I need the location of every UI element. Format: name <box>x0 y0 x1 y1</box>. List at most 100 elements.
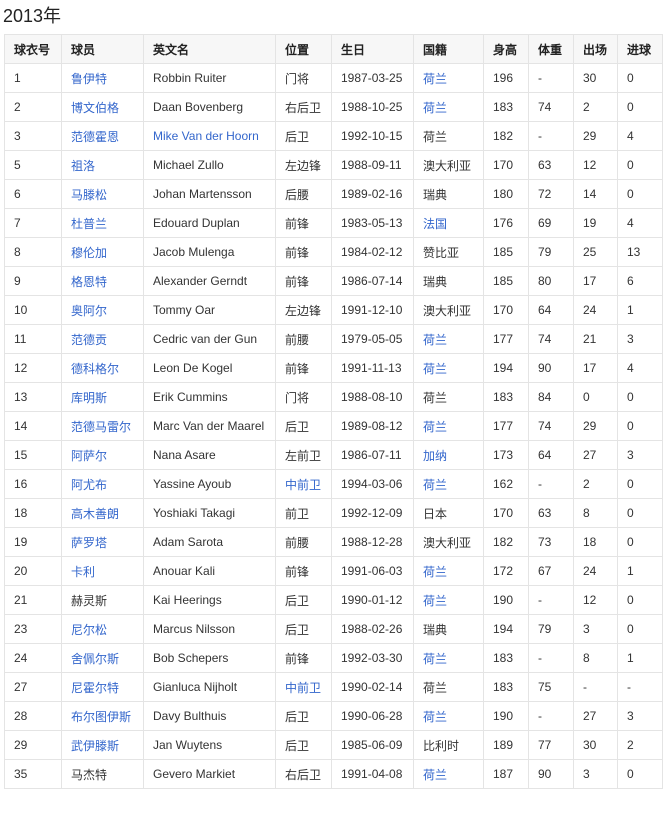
player-name-link[interactable]: 奥阿尔 <box>61 295 144 325</box>
position-cell: 右后卫 <box>275 92 332 122</box>
birthdate-cell: 1994-03-06 <box>331 469 414 499</box>
nationality-link[interactable]: 荷兰 <box>413 63 484 93</box>
position-cell: 前腰 <box>275 527 332 557</box>
goals-cell: 3 <box>617 701 663 731</box>
table-row: 28 布尔图伊斯 Davy Bulthuis 后卫 1990-06-28 荷兰 190-27… <box>4 701 663 731</box>
player-name-link[interactable]: 范德马雷尔 <box>61 411 144 441</box>
column-header-appearances: 出场 <box>573 34 618 64</box>
table-row: 27 尼霍尔特 Gianluca Nijholt 中前卫 1990-02-14 荷兰 183… <box>4 672 663 702</box>
weight-cell: 80 <box>528 266 574 296</box>
nationality-link[interactable]: 荷兰 <box>413 469 484 499</box>
height-cell: 177 <box>483 324 529 354</box>
height-cell: 180 <box>483 179 529 209</box>
weight-cell: - <box>528 469 574 499</box>
position-cell: 前卫 <box>275 498 332 528</box>
player-name-link[interactable]: 鲁伊特 <box>61 63 144 93</box>
nationality-link[interactable]: 荷兰 <box>413 92 484 122</box>
weight-cell: 90 <box>528 759 574 789</box>
nationality-link[interactable]: 荷兰 <box>413 353 484 383</box>
table-row: 19 萨罗塔 Adam Sarota 前腰 1988-12-28 澳大利亚 182 73 18 0 <box>4 527 663 557</box>
jersey-number-cell: 1 <box>4 63 62 93</box>
nationality-link[interactable]: 荷兰 <box>413 585 484 615</box>
height-cell: 187 <box>483 759 529 789</box>
nationality-cell: 瑞典 <box>413 266 484 296</box>
english-name-cell: Jan Wuytens <box>143 730 276 760</box>
nationality-cell: 澳大利亚 <box>413 527 484 557</box>
player-name-link[interactable]: 尼尔松 <box>61 614 144 644</box>
player-name-link[interactable]: 范德贡 <box>61 324 144 354</box>
goals-cell: 0 <box>617 179 663 209</box>
weight-cell: 90 <box>528 353 574 383</box>
nationality-link[interactable]: 荷兰 <box>413 556 484 586</box>
player-name-link[interactable]: 阿尤布 <box>61 469 144 499</box>
nationality-cell: 瑞典 <box>413 614 484 644</box>
player-name-link[interactable]: 武伊滕斯 <box>61 730 144 760</box>
goals-cell: 0 <box>617 585 663 615</box>
goals-cell: 0 <box>617 63 663 93</box>
position-cell: 前锋 <box>275 237 332 267</box>
weight-cell: 73 <box>528 527 574 557</box>
appearances-cell: 17 <box>573 353 618 383</box>
birthdate-cell: 1990-02-14 <box>331 672 414 702</box>
player-name-link[interactable]: 马滕松 <box>61 179 144 209</box>
nationality-link[interactable]: 荷兰 <box>413 324 484 354</box>
birthdate-cell: 1992-03-30 <box>331 643 414 673</box>
nationality-link[interactable]: 荷兰 <box>413 643 484 673</box>
goals-cell: 4 <box>617 208 663 238</box>
player-name-link[interactable]: 舍佩尔斯 <box>61 643 144 673</box>
player-name-link[interactable]: 萨罗塔 <box>61 527 144 557</box>
nationality-link[interactable]: 荷兰 <box>413 701 484 731</box>
weight-cell: - <box>528 63 574 93</box>
nationality-cell: 瑞典 <box>413 179 484 209</box>
goals-cell: 3 <box>617 324 663 354</box>
nationality-link[interactable]: 荷兰 <box>413 759 484 789</box>
table-row: 11 范德贡 Cedric van der Gun 前腰 1979-05-05 荷兰 177… <box>4 324 663 354</box>
table-row: 16 阿尤布 Yassine Ayoub 中前卫 1994-03-06 荷兰 162-2 0 <box>4 469 663 499</box>
nationality-link[interactable]: 法国 <box>413 208 484 238</box>
position-link[interactable]: 中前卫 <box>275 469 332 499</box>
jersey-number-cell: 35 <box>4 759 62 789</box>
english-name-link[interactable]: Mike Van der Hoorn <box>143 121 276 151</box>
player-name-link[interactable]: 祖洛 <box>61 150 144 180</box>
birthdate-cell: 1986-07-11 <box>331 440 414 470</box>
birthdate-cell: 1988-09-11 <box>331 150 414 180</box>
player-name-link[interactable]: 布尔图伊斯 <box>61 701 144 731</box>
birthdate-cell: 1991-11-13 <box>331 353 414 383</box>
table-row: 10 奥阿尔 Tommy Oar 左边锋 1991-12-10 澳大利亚 170 64 24 1 <box>4 295 663 325</box>
height-cell: 189 <box>483 730 529 760</box>
appearances-cell: 30 <box>573 63 618 93</box>
appearances-cell: 2 <box>573 92 618 122</box>
position-link[interactable]: 中前卫 <box>275 672 332 702</box>
goals-cell: 1 <box>617 556 663 586</box>
player-name-link[interactable]: 尼霍尔特 <box>61 672 144 702</box>
jersey-number-cell: 5 <box>4 150 62 180</box>
player-name-link[interactable]: 德科格尔 <box>61 353 144 383</box>
player-name-link[interactable]: 穆伦加 <box>61 237 144 267</box>
weight-cell: 75 <box>528 672 574 702</box>
jersey-number-cell: 23 <box>4 614 62 644</box>
player-name-link[interactable]: 格恩特 <box>61 266 144 296</box>
player-name-link[interactable]: 阿萨尔 <box>61 440 144 470</box>
goals-cell: 1 <box>617 643 663 673</box>
player-name-link[interactable]: 库明斯 <box>61 382 144 412</box>
birthdate-cell: 1988-10-25 <box>331 92 414 122</box>
jersey-number-cell: 28 <box>4 701 62 731</box>
weight-cell: 63 <box>528 150 574 180</box>
position-cell: 后卫 <box>275 730 332 760</box>
height-cell: 190 <box>483 585 529 615</box>
table-row: 21 赫灵斯 Kai Heerings 后卫 1990-01-12 荷兰 190-12 0 <box>4 585 663 615</box>
nationality-link[interactable]: 加纳 <box>413 440 484 470</box>
player-name-link[interactable]: 高木善朗 <box>61 498 144 528</box>
player-name-link[interactable]: 博文伯格 <box>61 92 144 122</box>
jersey-number-cell: 2 <box>4 92 62 122</box>
appearances-cell: 8 <box>573 643 618 673</box>
height-cell: 194 <box>483 614 529 644</box>
jersey-number-cell: 9 <box>4 266 62 296</box>
nationality-link[interactable]: 荷兰 <box>413 411 484 441</box>
english-name-cell: Alexander Gerndt <box>143 266 276 296</box>
player-name-link[interactable]: 范德霍恩 <box>61 121 144 151</box>
birthdate-cell: 1991-04-08 <box>331 759 414 789</box>
player-name-link[interactable]: 杜普兰 <box>61 208 144 238</box>
birthdate-cell: 1983-05-13 <box>331 208 414 238</box>
player-name-link[interactable]: 卡利 <box>61 556 144 586</box>
